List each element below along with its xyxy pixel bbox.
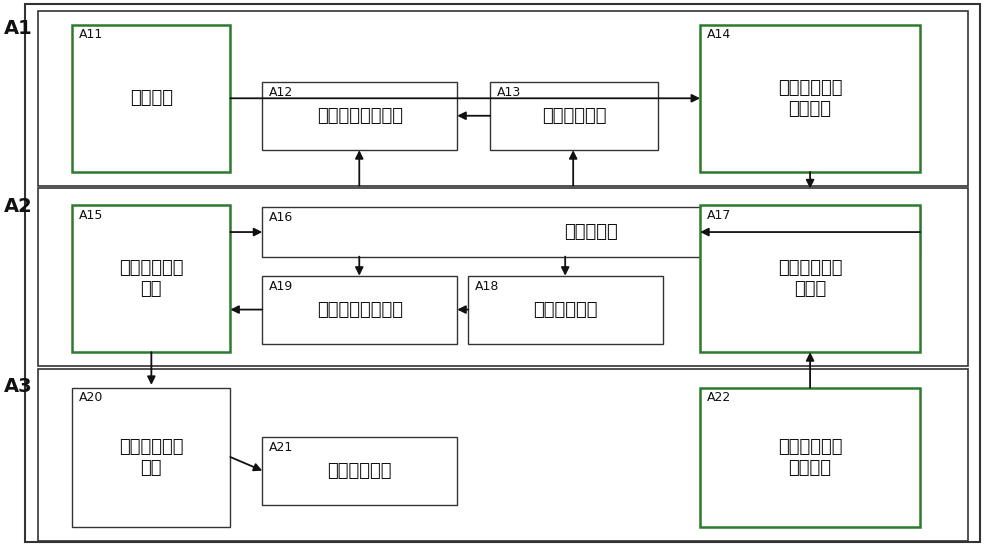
Text: 交通知识库: 交通知识库 [564,223,618,241]
Text: A13: A13 [497,86,521,99]
Text: 信号控制执行: 信号控制执行 [328,462,392,480]
Text: 现实路口交通
信息获取: 现实路口交通 信息获取 [778,438,842,477]
Bar [700,205,920,352]
Text: 基于内容推荐: 基于内容推荐 [533,301,598,319]
Bar [262,82,457,150]
Text: A20: A20 [79,391,104,405]
Bar [38,369,968,541]
Text: 路网数据处理: 路网数据处理 [542,107,606,125]
Text: A18: A18 [475,280,500,293]
Text: A3: A3 [4,377,33,396]
Text: A21: A21 [269,441,294,454]
Text: 信号控制方案
切换: 信号控制方案 切换 [119,438,184,477]
Text: A22: A22 [707,391,731,405]
Text: A11: A11 [79,28,104,41]
Bar [700,388,920,527]
Bar [262,437,457,505]
Bar [700,25,920,172]
Text: A15: A15 [79,209,104,222]
Text: A2: A2 [4,197,33,216]
Bar [38,188,968,366]
Text: 仿真路口交通
信息获取: 仿真路口交通 信息获取 [778,79,842,118]
Bar [72,205,230,352]
Text: A14: A14 [707,28,731,41]
Text: A1: A1 [4,19,33,38]
Text: 交通仿真场景构建: 交通仿真场景构建 [317,107,403,125]
Text: A19: A19 [269,280,294,293]
Text: A17: A17 [707,209,731,222]
Bar [262,207,920,257]
Bar [262,276,457,344]
Bar [468,276,663,344]
Bar [72,25,230,172]
Text: 交通信息评估
与处理: 交通信息评估 与处理 [778,259,842,298]
Text: A16: A16 [269,211,294,224]
Text: 场景仿真: 场景仿真 [130,90,173,107]
Bar [72,388,230,527]
Bar [38,11,968,186]
Text: 信号控制方案
管理: 信号控制方案 管理 [119,259,184,298]
Text: A12: A12 [269,86,294,99]
Bar [490,82,658,150]
Text: 基于协同过滤推荐: 基于协同过滤推荐 [317,301,403,319]
